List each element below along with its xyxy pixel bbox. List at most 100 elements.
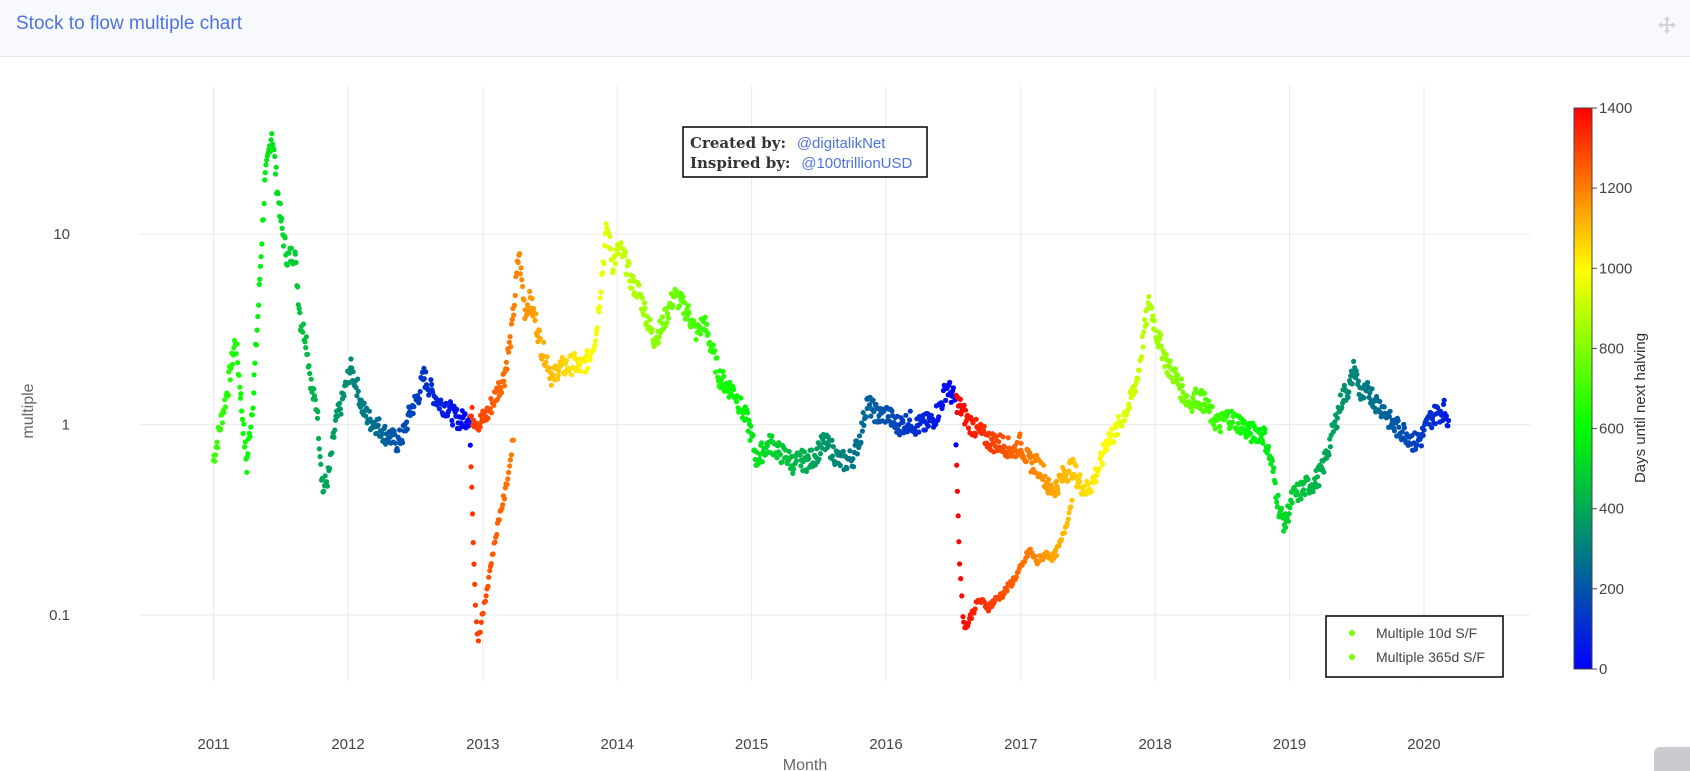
data-point <box>1025 553 1031 559</box>
data-point <box>1175 372 1181 378</box>
data-point <box>656 334 662 340</box>
data-point <box>1053 552 1060 559</box>
data-point <box>1381 404 1387 410</box>
colorbar-title: Days until next halving <box>1632 333 1649 483</box>
data-point <box>860 410 866 416</box>
data-point <box>957 561 963 567</box>
data-point <box>837 462 843 469</box>
data-point <box>496 517 502 523</box>
data-point <box>546 365 552 371</box>
data-point <box>327 465 333 472</box>
data-point <box>281 243 287 249</box>
data-point <box>639 295 645 301</box>
data-point <box>1346 389 1352 395</box>
data-point <box>511 302 518 308</box>
move-icon[interactable] <box>1656 14 1678 36</box>
data-point <box>697 331 704 337</box>
data-point <box>973 416 979 422</box>
data-point <box>1133 388 1139 394</box>
data-point <box>353 384 359 391</box>
data-point <box>907 408 913 414</box>
legend-item-365d[interactable]: Multiple 365d S/F <box>1376 649 1485 665</box>
data-point <box>1316 483 1322 489</box>
data-point <box>965 620 972 626</box>
data-point <box>512 292 518 299</box>
data-point <box>774 455 780 461</box>
data-point <box>1206 408 1212 415</box>
data-point <box>533 311 539 317</box>
data-point <box>292 251 298 257</box>
data-point <box>507 463 513 469</box>
data-point <box>303 345 309 351</box>
data-point <box>1032 553 1038 559</box>
data-point <box>508 452 515 458</box>
data-point <box>473 619 480 625</box>
data-point <box>321 488 327 494</box>
data-point <box>251 390 257 396</box>
data-point <box>868 413 874 419</box>
data-point <box>686 310 692 316</box>
data-point <box>480 610 486 617</box>
data-point <box>438 397 444 403</box>
data-point <box>300 329 306 335</box>
data-point <box>922 427 929 433</box>
data-point <box>293 259 299 266</box>
data-point <box>256 281 262 287</box>
data-point <box>1144 321 1150 327</box>
legend-item-10d[interactable]: Multiple 10d S/F <box>1376 625 1477 641</box>
inspired-handle-link[interactable]: @100trillionUSD <box>801 155 912 172</box>
data-point <box>449 417 455 424</box>
data-point <box>286 250 292 256</box>
legend[interactable]: Multiple 10d S/F Multiple 365d S/F <box>1325 615 1504 678</box>
data-point <box>1443 413 1449 419</box>
data-point <box>324 483 330 489</box>
data-point <box>244 469 250 475</box>
data-point <box>228 365 234 371</box>
data-point <box>665 310 671 317</box>
data-point <box>1330 429 1336 435</box>
data-point <box>1396 424 1402 430</box>
data-point <box>225 392 231 398</box>
data-point <box>925 423 931 429</box>
data-point <box>1351 358 1357 364</box>
data-point <box>602 243 608 249</box>
data-point <box>253 342 259 348</box>
data-point <box>238 391 244 397</box>
data-point <box>989 436 995 442</box>
chart-card-header: Stock to flow multiple chart <box>0 0 1690 57</box>
data-point <box>750 432 756 438</box>
data-point <box>563 358 570 364</box>
data-point <box>759 459 765 465</box>
data-point <box>1027 450 1033 456</box>
scroll-top-button[interactable] <box>1654 747 1690 771</box>
axis-ticks: 2011 2012 2013 2014 2015 2016 2017 2018 2019 2020… <box>49 226 1441 753</box>
data-point <box>642 305 648 311</box>
data-point <box>571 350 578 357</box>
data-point <box>467 442 473 448</box>
data-point <box>719 381 725 387</box>
data-point <box>332 427 338 433</box>
credit-annotation-box <box>682 126 928 178</box>
data-point <box>1289 500 1295 506</box>
data-point <box>1349 381 1355 387</box>
data-point <box>714 355 720 361</box>
data-point <box>592 338 599 344</box>
data-point <box>971 610 977 616</box>
data-point <box>314 415 321 421</box>
stock-to-flow-chart[interactable]: 2011 2012 2013 2014 2015 2016 2017 2018 2019 2020… <box>0 56 1690 771</box>
data-point <box>485 415 491 421</box>
data-point <box>704 321 710 327</box>
data-point <box>261 201 267 207</box>
data-point <box>1073 463 1079 469</box>
data-point <box>517 271 524 277</box>
data-point <box>214 439 220 445</box>
data-point <box>1391 428 1398 434</box>
data-point <box>1209 404 1215 410</box>
data-point <box>376 416 382 422</box>
data-point <box>957 396 964 402</box>
x-axis-title: Month <box>783 757 827 771</box>
data-point <box>643 320 649 326</box>
data-point <box>436 406 442 412</box>
data-points <box>211 131 1452 644</box>
created-handle-link[interactable]: @digitalikNet <box>797 135 886 152</box>
